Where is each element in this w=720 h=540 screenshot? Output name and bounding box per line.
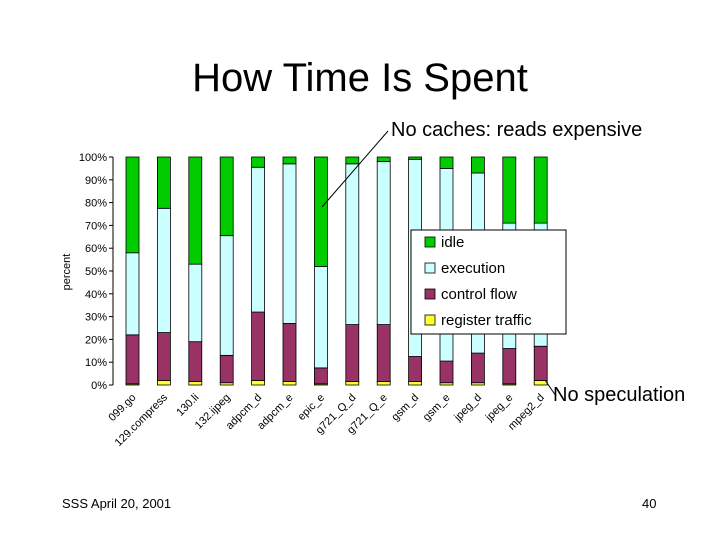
bar-segment-idle [125,156,140,254]
y-tick-label: 20% [85,334,107,346]
bar-segment-execution [251,166,266,313]
bar-segment-register-traffic [408,381,423,386]
page-number: 40 [642,496,657,511]
legend-swatch [424,288,436,300]
x-tick-label: jpeg_d [451,392,484,425]
bar-segment-idle [439,156,454,169]
annotation-arrow-top [321,130,389,208]
bar-segment-idle [282,156,297,165]
bar-segment-control-flow [125,334,140,385]
bar-segment-register-traffic [156,380,171,386]
y-tick-label: 60% [85,243,107,255]
bar-segment-idle [251,156,266,168]
x-tick-label: gsm_d [389,392,421,424]
y-tick-label: 100% [79,152,107,164]
bar-segment-register-traffic [188,381,203,386]
bar-segment-control-flow [408,356,423,382]
legend-label: execution [441,260,505,277]
y-tick-label: 50% [85,266,107,278]
annotation-no-caches: No caches: reads expensive [391,119,643,141]
bar-segment-control-flow [502,348,517,385]
legend-swatch [424,314,436,326]
legend-swatch [424,262,436,274]
bar-segment-control-flow [470,352,485,384]
bar-segment-control-flow [533,345,548,381]
footer-date: SSS April 20, 2001 [62,496,172,511]
bar-segment-idle [533,156,548,224]
bar-segment-idle [408,156,423,160]
bar-segment-control-flow [345,324,360,382]
slide-title: How Time Is Spent [192,56,528,100]
bar-segment-execution [345,163,360,325]
x-tick-label: gsm_e [421,392,453,424]
y-axis: 0% 10% 20% 30% 40% 50% 60% 70% 80% 90% 100% percent [61,152,114,392]
bar-segment-register-traffic [282,381,297,386]
legend-label: idle [441,234,464,251]
bar-segment-idle [470,156,485,174]
bar-segment-idle [345,156,360,165]
y-tick-label: 90% [85,175,107,187]
bar-segment-execution [156,207,171,333]
bar-segment-register-traffic [376,381,391,386]
y-axis-label: percent [61,254,73,291]
bar-segment-idle [313,156,328,267]
bar-segment-execution [219,235,234,356]
bar-segment-control-flow [313,367,328,385]
bar-segment-execution [376,161,391,325]
bar-segment-control-flow [282,323,297,382]
bar-segment-control-flow [188,341,203,382]
bar-segment-control-flow [156,332,171,381]
bar-segment-execution [188,263,203,343]
y-tick-label: 80% [85,198,107,210]
legend-box [410,229,567,335]
bar-segment-idle [376,156,391,162]
annotation-arrows [321,130,557,397]
bar-segment-control-flow [219,354,234,384]
y-tick-label: 70% [85,220,107,232]
legend-label: register traffic [441,312,532,329]
legend: idle execution control flow register traffi… [410,229,567,335]
bar-segment-control-flow [251,311,266,381]
bar-segment-register-traffic [251,380,266,386]
annotation-arrow-bottom [544,379,557,397]
y-tick-label: 40% [85,289,107,301]
y-tick-label: 0% [91,380,107,392]
x-tick-label: 130.li [174,392,201,419]
legend-label: control flow [441,286,517,303]
bar-segment-execution [313,266,328,369]
bar-segment-control-flow [376,324,391,382]
annotation-no-speculation: No speculation [553,384,686,406]
bar-segment-idle [219,156,234,237]
bar-segment-idle [502,156,517,224]
legend-swatch [424,236,436,248]
y-tick-label: 10% [85,357,107,369]
bar-segment-idle [156,156,171,209]
bar-segment-control-flow [439,360,454,384]
bar-segment-register-traffic [345,381,360,386]
bar-segment-execution [282,163,297,324]
bar-segment-execution [125,252,140,336]
bar-segment-idle [188,156,203,265]
y-tick-label: 30% [85,312,107,324]
